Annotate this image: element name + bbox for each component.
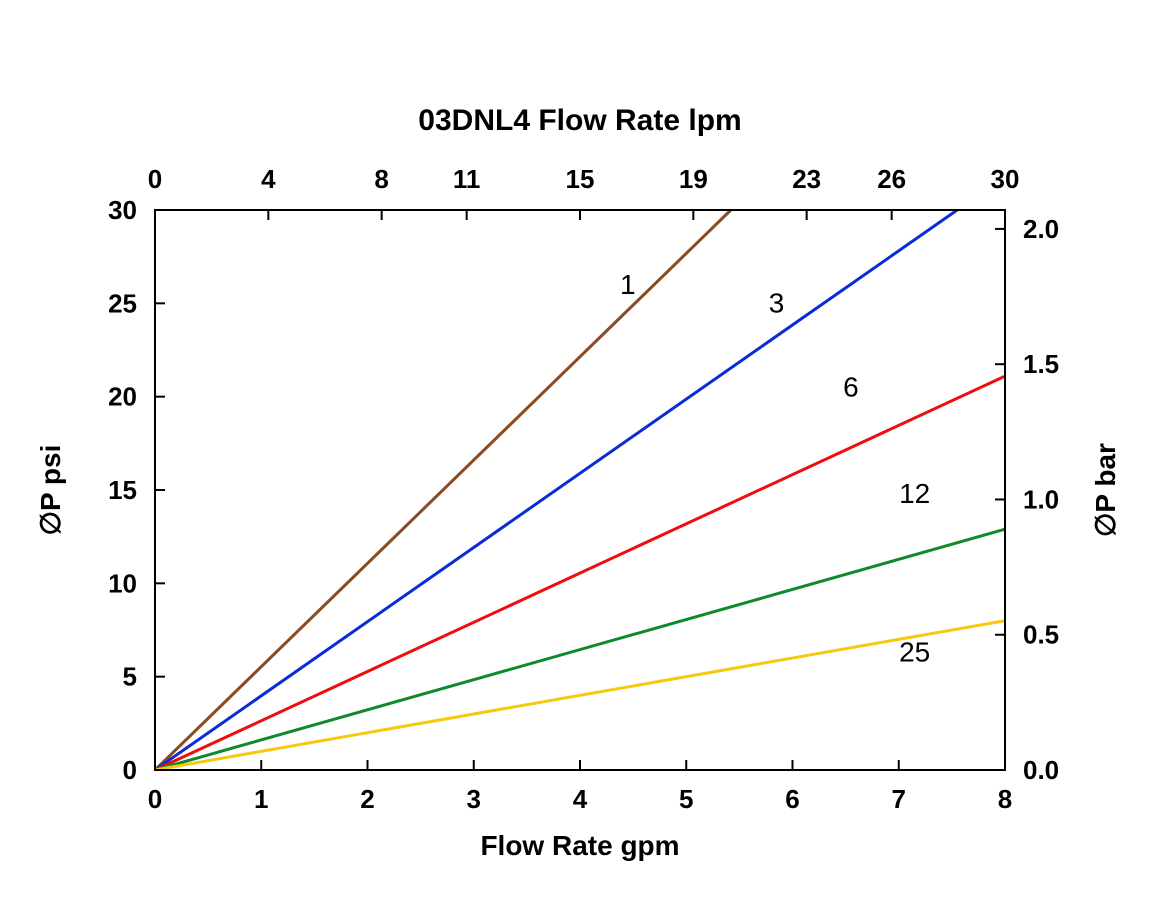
x-bottom-tick-label: 5: [679, 784, 693, 814]
series-label-25: 25: [899, 637, 930, 668]
y-left-axis-label: ∅P psi: [35, 445, 66, 536]
y-left-tick-label: 20: [108, 382, 137, 412]
x-top-tick-label: 26: [877, 164, 906, 194]
x-top-tick-label: 11: [453, 164, 481, 194]
y-right-tick-label: 2.0: [1023, 214, 1059, 244]
x-bottom-tick-label: 7: [892, 784, 906, 814]
chart-title: 03DNL4 Flow Rate lpm: [418, 104, 741, 137]
series-label-12: 12: [899, 478, 930, 509]
y-left-tick-label: 5: [123, 662, 137, 692]
x-bottom-tick-label: 1: [254, 784, 268, 814]
x-bottom-tick-label: 2: [360, 784, 374, 814]
x-top-tick-label: 0: [148, 164, 162, 194]
x-top-tick-label: 8: [374, 164, 388, 194]
x-top-tick-label: 30: [991, 164, 1020, 194]
x-top-tick-label: 15: [566, 164, 595, 194]
chart-container: 012345678Flow Rate gpm04811151923263003D…: [0, 0, 1164, 904]
y-left-tick-label: 25: [108, 288, 137, 318]
y-left-tick-label: 15: [108, 475, 137, 505]
x-top-tick-label: 4: [261, 164, 276, 194]
x-top-tick-label: 19: [679, 164, 708, 194]
y-right-tick-label: 0.0: [1023, 755, 1059, 785]
y-right-tick-label: 1.5: [1023, 349, 1059, 379]
y-right-tick-label: 0.5: [1023, 620, 1059, 650]
y-left-tick-label: 10: [108, 568, 137, 598]
x-bottom-tick-label: 3: [467, 784, 481, 814]
chart-svg: 012345678Flow Rate gpm04811151923263003D…: [0, 0, 1164, 904]
y-right-axis-label: ∅P bar: [1090, 443, 1121, 537]
series-label-3: 3: [769, 288, 785, 319]
y-right-tick-label: 1.0: [1023, 484, 1059, 514]
y-left-tick-label: 0: [123, 755, 137, 785]
series-label-1: 1: [620, 269, 636, 300]
x-bottom-tick-label: 8: [998, 784, 1012, 814]
x-bottom-tick-label: 4: [573, 784, 588, 814]
x-top-tick-label: 23: [792, 164, 821, 194]
x-bottom-tick-label: 0: [148, 784, 162, 814]
x-bottom-tick-label: 6: [785, 784, 799, 814]
x-bottom-axis-label: Flow Rate gpm: [480, 830, 679, 861]
series-label-6: 6: [843, 372, 859, 403]
y-left-tick-label: 30: [108, 195, 137, 225]
